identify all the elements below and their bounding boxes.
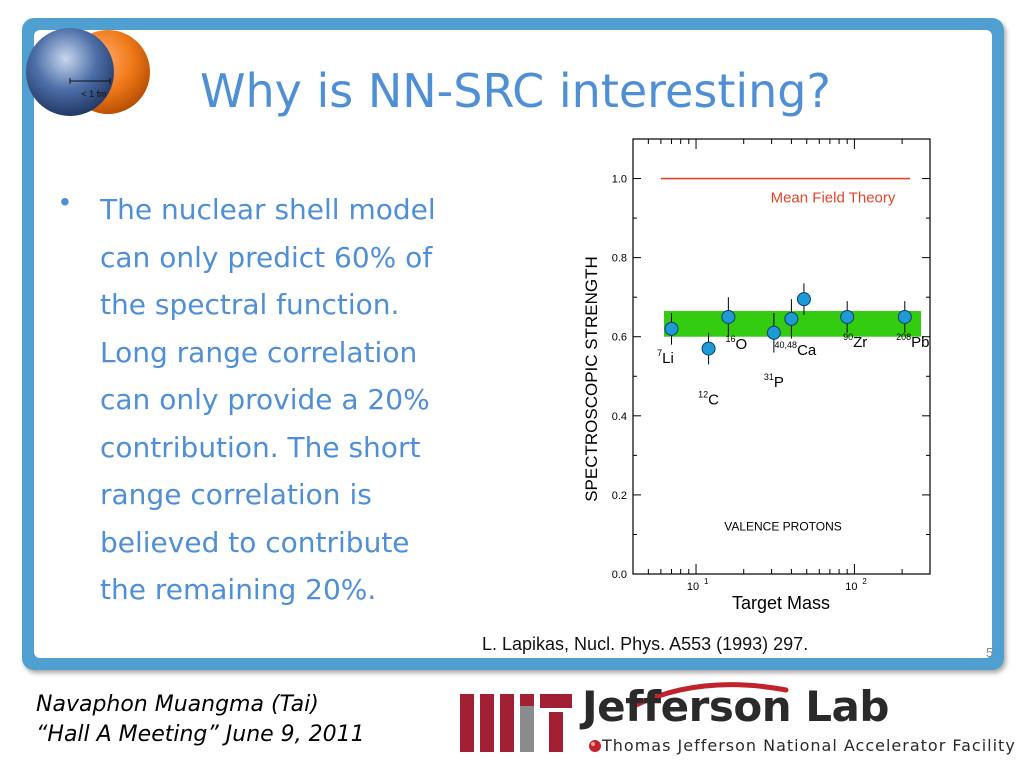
chart-frame (632, 138, 931, 575)
mit-logo-icon (460, 694, 572, 752)
y-tick-label: 0.8 (612, 253, 627, 265)
bullet-text: The nuclear shell model can only predict… (100, 186, 500, 614)
bullet-line: Long range correlation (100, 335, 418, 369)
chart-xlabel: Target Mass (732, 593, 830, 613)
valence-protons-annotation: VALENCE PROTONS (724, 520, 842, 534)
data-point (796, 292, 811, 307)
nucleus-label: 12C (698, 390, 719, 409)
nucleon-spheres-logo: < 1 fm (26, 28, 150, 116)
y-tick-label: 0.2 (612, 490, 627, 502)
citation: L. Lapikas, Nucl. Phys. A553 (1993) 297. (482, 634, 809, 654)
nucleus-label: 7Li (657, 348, 674, 367)
slide-title: Why is NN-SRC interesting? (200, 64, 831, 118)
data-point (840, 309, 855, 324)
chart-ylabel: SPECTROSCOPIC STRENGTH (582, 256, 601, 502)
x-tick-exponent: 1 (704, 577, 709, 586)
nucleus-label: 90Zr (843, 332, 867, 351)
data-point (721, 309, 736, 324)
footer-author: Navaphon Muangma (Tai) “Hall A Meeting” … (36, 690, 365, 750)
blue-sphere-icon (26, 28, 114, 116)
y-tick-label: 1.0 (612, 174, 627, 186)
data-point (766, 325, 781, 340)
logo-scale-label: < 1 fm (81, 89, 106, 99)
bullet-line: The nuclear shell model (100, 193, 436, 226)
jlab-orb-icon (589, 740, 601, 752)
data-point (701, 341, 716, 356)
mean-field-label: Mean Field Theory (771, 190, 896, 207)
bullet-line: the remaining 20%. (100, 573, 377, 606)
y-tick-label: 0.6 (612, 332, 627, 344)
slide-content-area (34, 30, 992, 658)
nucleus-label: 40,48Ca (775, 340, 817, 359)
bullet-line: can only predict 60% of (100, 240, 433, 274)
x-tick-exponent: 2 (862, 577, 867, 586)
jlab-name: Jefferson Lab (582, 682, 889, 731)
chart-plot-area: Mean Field Theory 0.0 0.2 0.4 0.6 0.8 1.0 10 1 10… (612, 138, 931, 593)
y-tick-label: 0.4 (612, 411, 627, 423)
bullet-line: range correlation is (100, 478, 372, 511)
bullet-line: the spectral function. (100, 288, 400, 321)
bullet-dot-icon: • (60, 186, 70, 217)
jefferson-lab-logo: Jefferson Lab Thomas Jefferson National … (580, 680, 1016, 760)
nucleus-label: 31P (764, 372, 784, 391)
bullet-line: can only provide a 20% (100, 383, 430, 416)
y-tick-label: 0.0 (612, 569, 627, 581)
nucleus-label: 208Pb (896, 332, 929, 351)
bullet-line: believed to contribute (100, 525, 410, 559)
x-tick-label: 10 (845, 581, 857, 593)
data-point (897, 309, 912, 324)
nucleus-label: 16O (726, 334, 748, 353)
author-name: Navaphon Muangma (Tai) (36, 692, 319, 717)
spectroscopic-strength-chart: SPECTROSCOPIC STRENGTH Target Mass Mean … (582, 138, 931, 613)
jlab-swoosh-icon (631, 682, 789, 709)
data-point (664, 321, 679, 336)
jlab-tagline: Thomas Jefferson National Accelerator Fa… (602, 736, 1016, 755)
x-tick-label: 10 (687, 581, 699, 593)
bullet-line: contribution. The short (100, 430, 421, 464)
data-point (784, 311, 799, 326)
meeting-date: “Hall A Meeting” June 9, 2011 (36, 722, 365, 747)
slide-number: 5 (986, 645, 994, 660)
